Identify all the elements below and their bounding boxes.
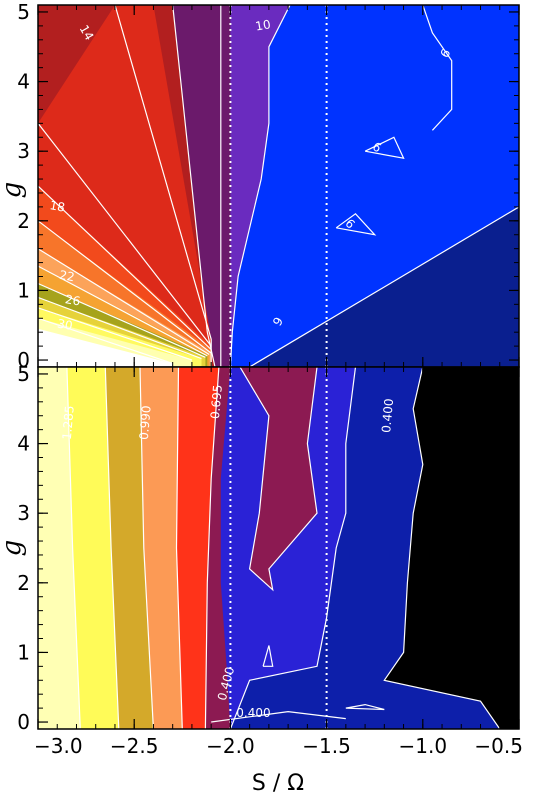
top-band-3 — [172, 5, 231, 367]
bottom-band-3 — [38, 367, 317, 590]
top-contour-label-6: 22 — [58, 268, 75, 284]
top-contour-line-0 — [114, 5, 212, 367]
top-ytick-label-4: 4 — [17, 70, 30, 94]
top-contour-line-9 — [38, 317, 173, 365]
top-contour-line-5 — [38, 265, 208, 357]
top-contour-line-16 — [335, 213, 377, 236]
x-axis-label: S / Ω — [252, 771, 304, 796]
bottom-ytick-label-5: 5 — [17, 362, 30, 386]
bottom-ytick-label-1: 1 — [17, 640, 30, 664]
xtick-label-5: −0.5 — [474, 734, 523, 758]
top-contour-line-1 — [38, 122, 212, 347]
top-contour-line-15 — [364, 136, 405, 159]
top-contour-line-8 — [38, 307, 193, 361]
bottom-contour-label-5: 0.400 — [236, 706, 270, 720]
bottom-contour-label-0: 1.285 — [60, 405, 77, 440]
bottom-contour-line-8 — [345, 703, 385, 711]
top-contour-label-8: 30 — [56, 317, 73, 333]
top-contour-line-12 — [229, 5, 291, 367]
bottom-contour-line-1 — [104, 367, 120, 729]
bottom-ytick-label-4: 4 — [17, 432, 30, 456]
xtick-label-0: −3.0 — [34, 734, 83, 758]
bottom-contour-line-3 — [175, 367, 183, 729]
bottom-contour-line-4 — [204, 367, 220, 729]
xtick-label-3: −1.5 — [302, 734, 351, 758]
bottom-contour-line-0 — [66, 367, 81, 729]
top-contour-label-7: 26 — [64, 292, 81, 308]
xtick-label-4: −1.0 — [399, 734, 448, 758]
top-contour-label-1: 10 — [254, 17, 271, 33]
top-contour-label-5: 18 — [49, 198, 66, 214]
top-contour-line-7 — [38, 296, 202, 360]
bottom-contour-line-7 — [383, 367, 501, 729]
top-contour-line-14 — [422, 5, 453, 131]
top-contour-line-3 — [38, 220, 212, 354]
bottom-contour-label-3: 0.400 — [379, 398, 396, 433]
top-ylabel: g — [0, 182, 27, 199]
top-contour-line-10 — [172, 5, 216, 367]
top-band-1 — [230, 5, 519, 367]
bottom-contour-line-9 — [262, 645, 274, 667]
bottom-ytick-label-3: 3 — [17, 501, 30, 525]
xtick-label-2: −2.0 — [206, 734, 255, 758]
bottom-frame — [37, 366, 520, 730]
top-ytick-label-2: 2 — [17, 209, 30, 233]
top-ytick-label-0: 0 — [17, 348, 30, 372]
bottom-ytick-label-2: 2 — [17, 571, 30, 595]
top-contour-line-4 — [38, 248, 210, 356]
top-ytick-label-1: 1 — [17, 278, 30, 302]
bottom-ylabel: g — [0, 540, 27, 557]
top-ytick-label-3: 3 — [17, 139, 30, 163]
xtick-label-1: −2.5 — [110, 734, 159, 758]
top-contour-line-6 — [38, 282, 206, 358]
top-contour-line-2 — [38, 185, 212, 351]
bottom-contour-line-2 — [139, 367, 154, 729]
top-band-14 — [38, 328, 173, 367]
bottom-ytick-label-0: 0 — [17, 710, 30, 734]
bottom-contour-label-1: 0.990 — [137, 405, 154, 440]
top-contour-line-13 — [249, 206, 519, 367]
top-contour-label-0: 14 — [77, 22, 97, 42]
bottom-axes: 0 1 2 3 4 5 −3.0 −2.5 −2.0 −1.5 −1.0 −0.5 — [17, 362, 523, 758]
bottom-contour-label-2: 0.695 — [208, 384, 225, 419]
bottom-contour-line-6 — [229, 367, 357, 729]
bottom-contour-line-5 — [239, 367, 318, 592]
top-ytick-label-5: 5 — [17, 0, 30, 24]
